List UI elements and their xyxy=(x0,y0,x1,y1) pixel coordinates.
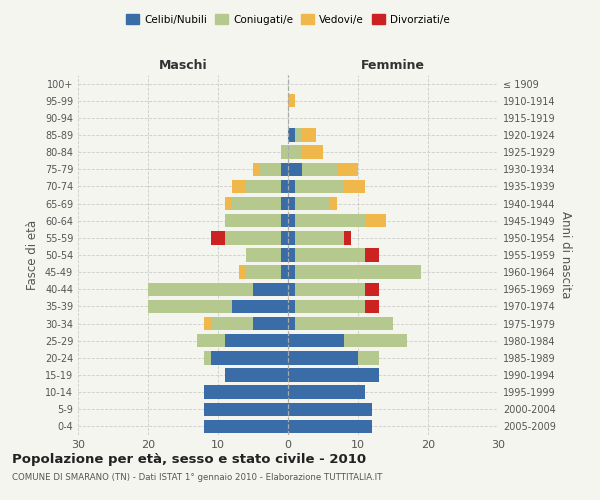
Bar xyxy=(204,386,288,399)
Text: Femmine: Femmine xyxy=(361,58,425,71)
Bar xyxy=(295,266,421,279)
Bar xyxy=(302,128,316,141)
Bar xyxy=(330,197,337,210)
Bar xyxy=(204,420,288,433)
Bar xyxy=(281,162,288,176)
Bar xyxy=(281,266,288,279)
Bar xyxy=(148,300,232,313)
Bar xyxy=(344,334,407,347)
Bar xyxy=(246,180,281,193)
Bar xyxy=(302,162,337,176)
Bar xyxy=(225,334,288,347)
Bar xyxy=(232,197,281,210)
Bar xyxy=(365,214,386,228)
Y-axis label: Anni di nascita: Anni di nascita xyxy=(559,212,572,298)
Bar xyxy=(344,231,351,244)
Bar xyxy=(288,386,365,399)
Bar xyxy=(295,300,365,313)
Bar xyxy=(288,402,372,416)
Bar xyxy=(295,248,365,262)
Bar xyxy=(148,282,253,296)
Bar xyxy=(288,334,344,347)
Bar xyxy=(232,300,288,313)
Bar xyxy=(295,282,365,296)
Bar xyxy=(295,317,393,330)
Text: COMUNE DI SMARANO (TN) - Dati ISTAT 1° gennaio 2010 - Elaborazione TUTTITALIA.IT: COMUNE DI SMARANO (TN) - Dati ISTAT 1° g… xyxy=(12,472,382,482)
Bar xyxy=(211,317,253,330)
Text: Popolazione per età, sesso e stato civile - 2010: Popolazione per età, sesso e stato civil… xyxy=(12,452,366,466)
Bar xyxy=(281,197,288,210)
Bar xyxy=(239,266,246,279)
Bar xyxy=(288,214,295,228)
Bar xyxy=(281,214,288,228)
Bar xyxy=(358,351,379,364)
Bar xyxy=(253,162,260,176)
Bar xyxy=(295,197,330,210)
Bar xyxy=(281,146,288,159)
Bar xyxy=(288,197,295,210)
Bar xyxy=(204,317,211,330)
Bar xyxy=(288,266,295,279)
Bar xyxy=(246,266,281,279)
Bar xyxy=(288,248,295,262)
Bar xyxy=(246,248,281,262)
Bar xyxy=(211,231,225,244)
Bar xyxy=(288,180,295,193)
Bar xyxy=(288,351,358,364)
Bar xyxy=(260,162,281,176)
Bar xyxy=(281,248,288,262)
Bar xyxy=(365,282,379,296)
Bar xyxy=(295,214,365,228)
Bar xyxy=(295,180,344,193)
Bar xyxy=(288,282,295,296)
Bar xyxy=(253,317,288,330)
Bar xyxy=(281,180,288,193)
Bar xyxy=(288,317,295,330)
Bar xyxy=(204,351,211,364)
Text: Maschi: Maschi xyxy=(158,58,208,71)
Bar xyxy=(344,180,365,193)
Bar xyxy=(225,368,288,382)
Bar xyxy=(365,300,379,313)
Bar xyxy=(232,180,246,193)
Bar xyxy=(288,231,295,244)
Bar xyxy=(295,128,302,141)
Bar xyxy=(211,351,288,364)
Bar xyxy=(365,248,379,262)
Bar xyxy=(288,94,295,108)
Bar xyxy=(288,162,302,176)
Bar xyxy=(204,402,288,416)
Bar xyxy=(337,162,358,176)
Bar xyxy=(288,300,295,313)
Legend: Celibi/Nubili, Coniugati/e, Vedovi/e, Divorziati/e: Celibi/Nubili, Coniugati/e, Vedovi/e, Di… xyxy=(122,10,454,29)
Bar xyxy=(288,420,372,433)
Bar xyxy=(197,334,225,347)
Bar xyxy=(225,197,232,210)
Bar xyxy=(225,231,281,244)
Bar xyxy=(281,231,288,244)
Bar xyxy=(288,128,295,141)
Bar xyxy=(225,214,281,228)
Bar xyxy=(295,231,344,244)
Bar xyxy=(288,146,302,159)
Bar xyxy=(288,368,379,382)
Y-axis label: Fasce di età: Fasce di età xyxy=(26,220,39,290)
Bar xyxy=(253,282,288,296)
Bar xyxy=(302,146,323,159)
